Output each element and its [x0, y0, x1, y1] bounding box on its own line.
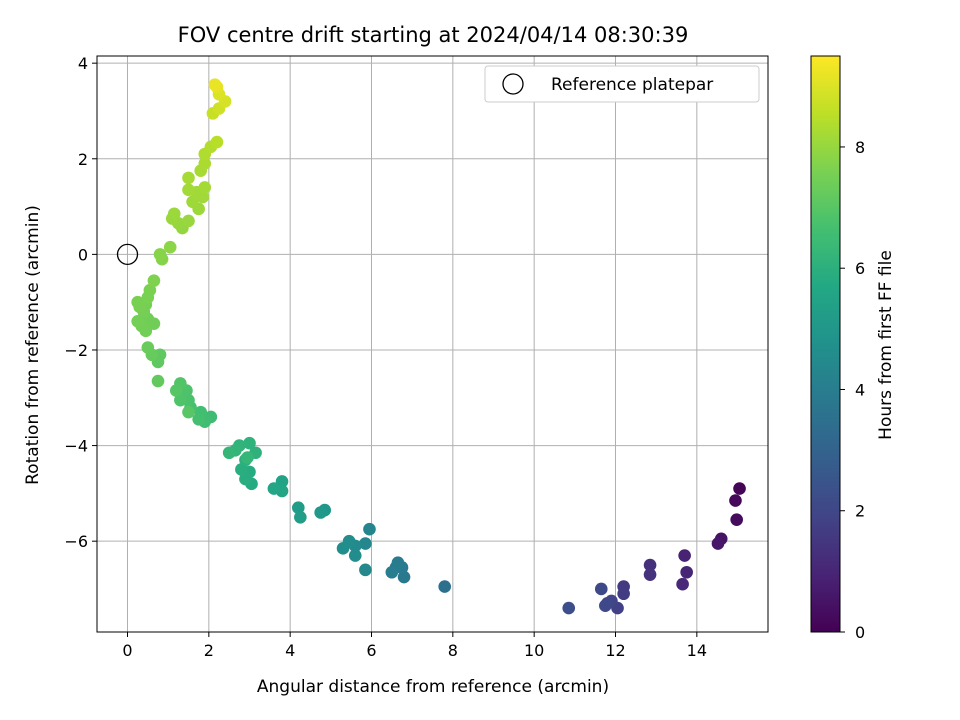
data-point: [336, 542, 350, 555]
data-point: [192, 412, 205, 426]
grid-layer: [97, 56, 768, 632]
data-point: [167, 207, 181, 221]
data-point: [562, 601, 576, 615]
data-point: [385, 565, 399, 579]
data-point: [643, 558, 657, 572]
data-point: [186, 195, 199, 209]
data-point: [243, 436, 256, 450]
x-tick-label: 0: [122, 641, 132, 660]
x-tick-label: 8: [448, 641, 458, 660]
data-point: [267, 482, 281, 495]
y-tick-label: −2: [64, 341, 88, 360]
data-point: [359, 563, 372, 577]
x-tick-label: 6: [366, 641, 376, 660]
data-point: [198, 181, 212, 194]
y-tick-label: −6: [64, 532, 88, 551]
legend-label-reference: Reference platepar: [551, 75, 713, 95]
data-point: [359, 537, 372, 550]
y-axis-label: Rotation from reference (arcmin): [23, 205, 43, 485]
x-tick-label: 12: [605, 641, 625, 660]
data-point: [438, 580, 452, 593]
colorbar-tick-label: 0: [855, 623, 865, 642]
x-tick-label: 2: [204, 641, 214, 660]
colorbar-tick-label: 2: [855, 502, 865, 521]
data-point: [678, 549, 691, 562]
data-point: [599, 599, 612, 613]
data-point: [729, 494, 742, 507]
x-tick-label: 14: [687, 641, 707, 660]
x-axis-label: Angular distance from reference (arcmin): [257, 677, 609, 697]
data-point: [733, 482, 746, 495]
plot-frame: [96, 55, 769, 633]
legend: Reference platepar: [484, 65, 760, 103]
colorbar-tick-label: 8: [855, 138, 865, 157]
data-point: [147, 274, 161, 287]
data-point: [131, 295, 144, 309]
data-point: [153, 248, 167, 261]
data-point: [617, 587, 630, 601]
data-point: [680, 565, 693, 579]
colorbar-ticks: 0 2 4 6 8: [840, 138, 865, 642]
data-point: [143, 283, 157, 297]
data-point: [210, 135, 224, 149]
data-point: [141, 341, 155, 354]
points-layer: [116, 78, 746, 615]
ticks-layer: 0 2 4 6 8 10 12 14 −6 −4 −2 0 2 4: [64, 54, 707, 660]
data-point: [235, 463, 248, 476]
colorbar-tick-label: 6: [855, 259, 865, 278]
reference-platepar-marker: [116, 243, 139, 266]
legend-marker-reference: [502, 73, 524, 95]
data-point: [151, 374, 165, 388]
y-tick-label: −4: [64, 437, 88, 456]
y-tick-label: 2: [78, 150, 88, 169]
data-point: [241, 451, 254, 464]
data-point: [292, 501, 305, 515]
data-point: [730, 513, 743, 526]
x-tick-label: 4: [285, 641, 295, 660]
colorbar-gradient: [810, 55, 841, 633]
data-point: [182, 171, 195, 185]
data-point: [239, 472, 252, 486]
colorbar-label: Hours from first FF file: [876, 250, 896, 440]
data-point: [676, 577, 689, 591]
x-tick-label: 10: [524, 641, 544, 660]
data-point: [711, 537, 725, 550]
data-point: [594, 582, 608, 596]
data-point: [174, 393, 187, 407]
colorbar-tick-label: 4: [855, 380, 865, 399]
data-point: [182, 214, 195, 228]
data-point: [170, 384, 183, 397]
data-point: [182, 183, 195, 197]
data-point: [182, 405, 195, 419]
data-point: [348, 549, 362, 562]
data-point: [208, 78, 222, 91]
colorbar: 0 2 4 6 8 Hours from first FF file: [810, 55, 896, 642]
y-tick-label: 0: [78, 245, 88, 264]
data-point: [222, 446, 236, 460]
data-point: [198, 157, 212, 170]
data-point: [363, 522, 376, 536]
data-point: [397, 570, 411, 584]
data-point: [131, 314, 144, 328]
legend-box: [484, 65, 760, 103]
chart-title: FOV centre drift starting at 2024/04/14 …: [178, 23, 689, 47]
data-point: [275, 475, 289, 488]
data-point: [294, 510, 307, 524]
data-point: [643, 568, 657, 581]
y-tick-label: 4: [78, 54, 88, 73]
data-point: [163, 240, 177, 254]
data-point: [314, 506, 327, 519]
